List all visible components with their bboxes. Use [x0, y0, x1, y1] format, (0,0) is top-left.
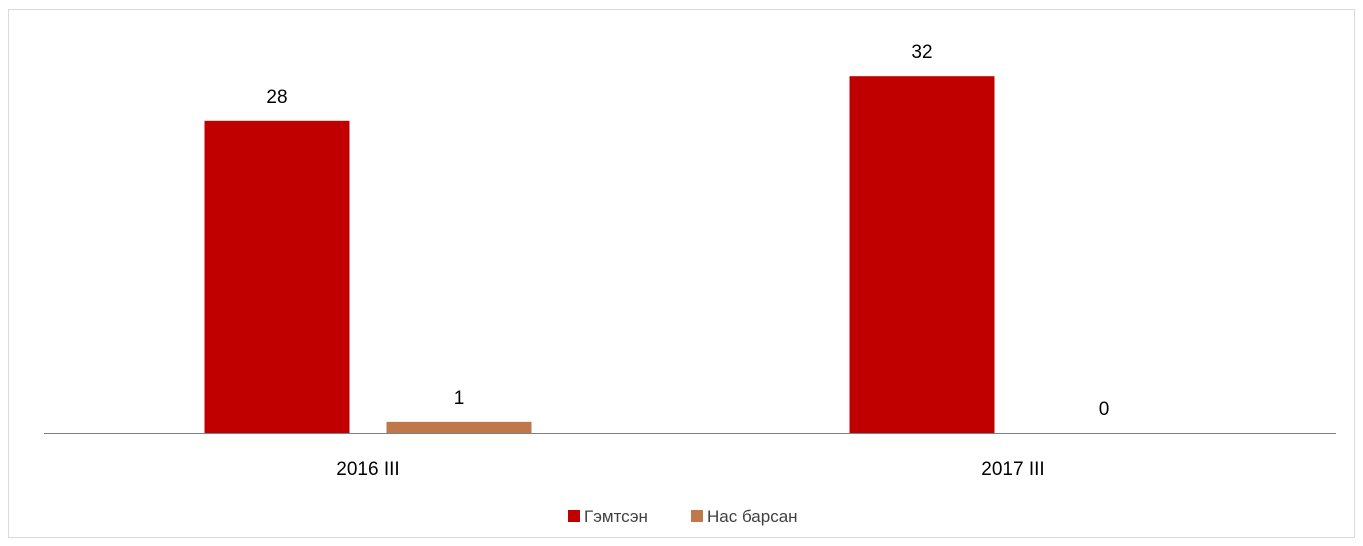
- data-label: 32: [911, 42, 932, 63]
- legend-swatch: [691, 510, 703, 522]
- data-label: 1: [454, 388, 465, 409]
- bar-series1-2: [849, 76, 995, 433]
- legend-label: Гэмтсэн: [584, 507, 648, 526]
- category-label: 2016 III: [336, 459, 399, 480]
- bar-series1-1: [204, 120, 350, 434]
- legend-item: Гэмтсэн: [568, 507, 648, 526]
- legend-label: Нас барсан: [707, 507, 798, 526]
- legend: Гэмтсэн Нас барсан: [568, 507, 798, 526]
- legend-swatch: [568, 510, 580, 522]
- data-label: 28: [266, 87, 287, 108]
- data-labels-layer: 28 1 32 0: [266, 42, 1109, 420]
- bars-layer: [204, 76, 995, 434]
- category-label: 2017 III: [981, 459, 1044, 480]
- category-labels-layer: 2016 III 2017 III: [336, 459, 1044, 480]
- data-label: 0: [1099, 399, 1110, 420]
- legend-item: Нас барсан: [691, 507, 798, 526]
- bar-series2-1: [386, 421, 532, 433]
